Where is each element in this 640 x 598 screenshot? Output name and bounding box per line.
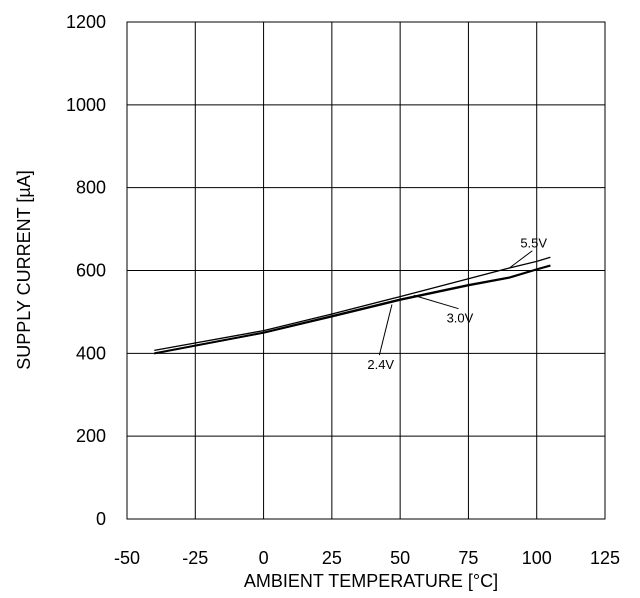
y-tick-label: 1200: [66, 12, 106, 32]
series-line-5-5v: [154, 256, 551, 352]
x-tick-labels: -50 -25 0 25 50 75 100 125: [114, 548, 620, 568]
x-axis-title: AMBIENT TEMPERATURE [°C]: [244, 571, 498, 591]
grid: [127, 22, 605, 519]
annotation-leader-line: [378, 304, 393, 356]
x-tick-label: 0: [259, 548, 269, 568]
y-tick-labels: 0 200 400 600 800 1000 1200: [66, 12, 106, 529]
y-tick-label: 800: [76, 178, 106, 198]
x-tick-label: 125: [590, 548, 620, 568]
series-label: 3.0V: [447, 311, 474, 326]
series-group: [154, 256, 551, 355]
annotation-leader-line: [413, 294, 459, 310]
x-tick-label: -50: [114, 548, 140, 568]
y-axis-title: SUPPLY CURRENT [µA]: [14, 170, 34, 369]
y-tick-label: 400: [76, 343, 106, 363]
x-tick-label: 100: [522, 548, 552, 568]
x-tick-label: 25: [322, 548, 342, 568]
y-tick-label: 200: [76, 426, 106, 446]
y-tick-label: 600: [76, 261, 106, 281]
series-label: 5.5V: [520, 236, 547, 251]
y-tick-label: 0: [96, 509, 106, 529]
x-tick-label: 75: [458, 548, 478, 568]
plot-frame: [126, 21, 606, 520]
annotations-group: 5.5V 3.0V 2.4V: [367, 236, 547, 372]
y-tick-label: 1000: [66, 95, 106, 115]
series-line-2-4v: [154, 265, 551, 355]
x-tick-label: -25: [182, 548, 208, 568]
annotation-leader-line: [509, 250, 533, 269]
series-label: 2.4V: [367, 357, 394, 372]
x-tick-label: 50: [390, 548, 410, 568]
